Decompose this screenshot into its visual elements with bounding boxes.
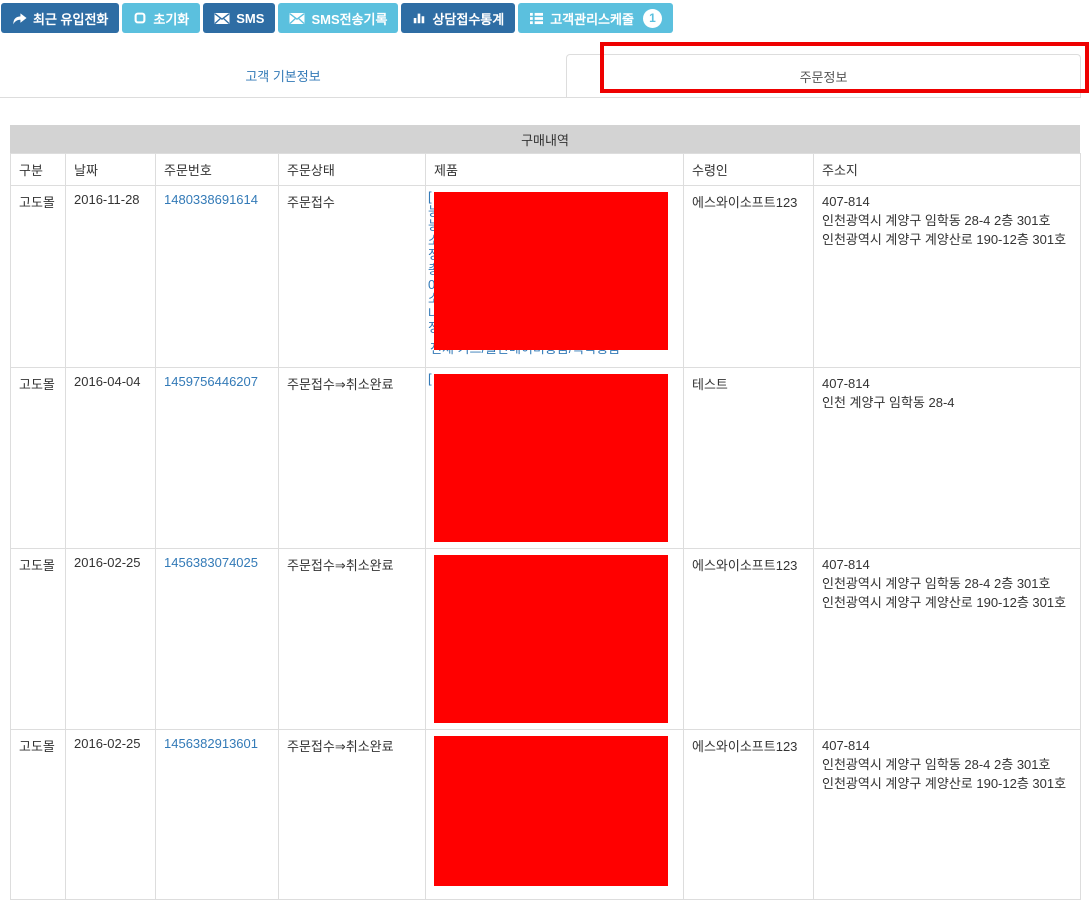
table-row: 고도몰 2016-11-28 1480338691614 주문접수 [능능소정총… — [10, 185, 1081, 368]
order-number-link[interactable]: 1459756446207 — [164, 374, 258, 389]
column-header: 제품 — [425, 153, 684, 186]
address-line: 인천광역시 계양구 임학동 28-4 2층 301호 — [822, 757, 1051, 772]
purchase-history-section: 구매내역 구분 날짜 주문번호 주문상태 제품 수령인 주소지 고도몰 2016-11-28… — [10, 125, 1081, 900]
cell-recipient: 테스트 — [683, 367, 814, 549]
tab-customer-basic-info[interactable]: 고객 기본정보 — [245, 69, 321, 84]
product-fragments: [능능소정총0소나정 — [428, 189, 440, 335]
product-fragments: [ — [428, 371, 432, 386]
consult-stats-button[interactable]: 상담접수통계 — [401, 3, 516, 33]
cell-type: 고도몰 — [10, 367, 66, 549]
tab-bar: 고객 기본정보 주문정보 — [0, 54, 1081, 98]
cell-date: 2016-02-25 — [65, 729, 156, 900]
sms-button[interactable]: SMS — [203, 3, 276, 33]
table-row: 고도몰 2016-04-04 1459756446207 주문접수⇒취소완료 [… — [10, 367, 1081, 549]
cell-product — [425, 548, 684, 730]
address-line: 407-814 — [822, 557, 870, 572]
address-line: 인천광역시 계양구 계양산로 190-12층 301호 — [822, 776, 1067, 791]
button-label: 최근 유입전화 — [33, 11, 109, 27]
recent-incoming-calls-button[interactable]: 최근 유입전화 — [1, 3, 120, 33]
cell-product — [425, 729, 684, 900]
toolbar: 최근 유입전화 초기화 SMS SMS전송기록 상담접수통계 고객관리스케줄 1 — [0, 0, 1089, 33]
cell-date: 2016-02-25 — [65, 548, 156, 730]
purchase-history-table: 구분 날짜 주문번호 주문상태 제품 수령인 주소지 고도몰 2016-11-28 1480… — [10, 153, 1081, 900]
table-row: 고도몰 2016-02-25 1456382913601 주문접수⇒취소완료 에… — [10, 729, 1081, 900]
cell-status: 주문접수⇒취소완료 — [278, 548, 426, 730]
address-line: 인천광역시 계양구 계양산로 190-12층 301호 — [822, 595, 1067, 610]
forward-icon — [12, 11, 27, 26]
button-label: SMS — [236, 10, 265, 26]
address-line: 407-814 — [822, 194, 870, 209]
order-number-link[interactable]: 1456382913601 — [164, 736, 258, 751]
address-line: 407-814 — [822, 738, 870, 753]
cell-order-number: 1459756446207 — [155, 367, 279, 549]
address-line: 407-814 — [822, 376, 870, 391]
schedule-count-badge: 1 — [642, 8, 662, 28]
product-redaction-block — [434, 736, 668, 886]
button-label: SMS전송기록 — [311, 11, 388, 27]
address-line: 인천광역시 계양구 계양산로 190-12층 301호 — [822, 232, 1067, 247]
column-header: 주소지 — [813, 153, 1081, 186]
cell-order-number: 1456382913601 — [155, 729, 279, 900]
column-header: 주문번호 — [155, 153, 279, 186]
column-header: 수령인 — [683, 153, 814, 186]
header-row: 구분 날짜 주문번호 주문상태 제품 수령인 주소지 — [10, 153, 1081, 186]
envelope-icon — [214, 12, 230, 25]
button-label: 상담접수통계 — [432, 11, 505, 27]
cell-type: 고도몰 — [10, 548, 66, 730]
product-redaction-block — [434, 555, 668, 723]
sms-history-button[interactable]: SMS전송기록 — [278, 3, 399, 33]
cell-product: [ — [425, 367, 684, 549]
cell-status: 주문접수⇒취소완료 — [278, 729, 426, 900]
tab-order-info[interactable]: 주문정보 — [566, 54, 1081, 97]
list-icon — [529, 12, 544, 25]
product-redaction-block — [434, 192, 668, 350]
cell-order-number: 1456383074025 — [155, 548, 279, 730]
button-label: 초기화 — [153, 11, 190, 27]
cell-date: 2016-11-28 — [65, 185, 156, 368]
cell-recipient: 에스와이소프트123 — [683, 548, 814, 730]
cell-address: 407-814 인천 계양구 임학동 28-4 — [813, 367, 1081, 549]
cell-type: 고도몰 — [10, 185, 66, 368]
column-header: 날짜 — [65, 153, 156, 186]
cell-recipient: 에스와이소프트123 — [683, 185, 814, 368]
cell-status: 주문접수⇒취소완료 — [278, 367, 426, 549]
cell-type: 고도몰 — [10, 729, 66, 900]
table-body: 고도몰 2016-11-28 1480338691614 주문접수 [능능소정총… — [10, 185, 1081, 900]
table-row: 고도몰 2016-02-25 1456383074025 주문접수⇒취소완료 에… — [10, 548, 1081, 730]
order-number-link[interactable]: 1456383074025 — [164, 555, 258, 570]
cell-status: 주문접수 — [278, 185, 426, 368]
address-line: 인천광역시 계양구 임학동 28-4 2층 301호 — [822, 576, 1051, 591]
column-header: 주문상태 — [278, 153, 426, 186]
cell-date: 2016-04-04 — [65, 367, 156, 549]
bar-chart-icon — [412, 11, 426, 25]
cell-order-number: 1480338691614 — [155, 185, 279, 368]
address-line: 인천 계양구 임학동 28-4 — [822, 395, 955, 410]
column-header: 구분 — [10, 153, 66, 186]
square-icon — [133, 11, 147, 25]
customer-schedule-button[interactable]: 고객관리스케줄 1 — [518, 3, 673, 33]
order-number-link[interactable]: 1480338691614 — [164, 192, 258, 207]
product-redaction-block — [434, 374, 668, 542]
button-label: 고객관리스케줄 — [550, 11, 634, 27]
cell-recipient: 에스와이소프트123 — [683, 729, 814, 900]
cell-product: [능능소정총0소나정 전체 키즈/출산베이비용품/목욕용품 — [425, 185, 684, 368]
envelope-icon — [289, 12, 305, 25]
address-line: 인천광역시 계양구 임학동 28-4 2층 301호 — [822, 213, 1051, 228]
reset-button[interactable]: 초기화 — [122, 3, 201, 33]
table-title: 구매내역 — [10, 125, 1080, 153]
